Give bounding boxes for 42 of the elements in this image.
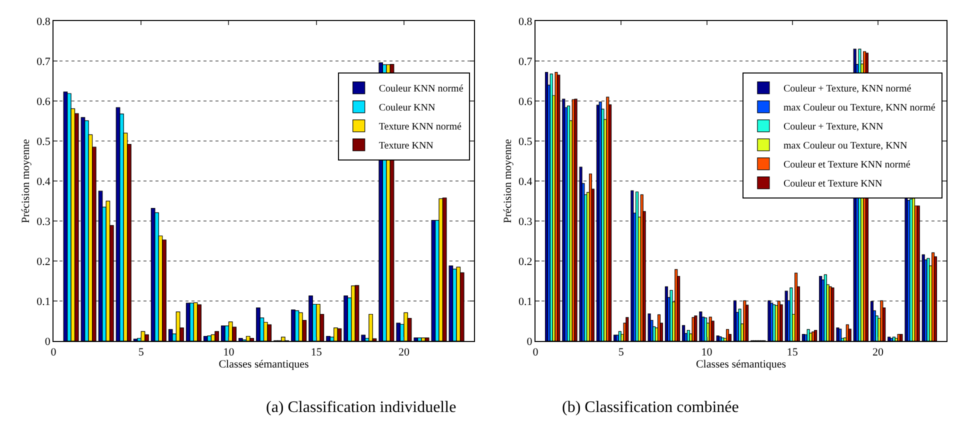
x-tick-label: 20 [398,346,410,358]
y-tick-label: 0 [526,336,533,348]
text: (a) Classification individuelle [266,399,456,416]
x-tick-label: 10 [223,346,235,358]
y-tick-label: 0.7 [36,56,51,68]
legend-label: Texture KNN normé [378,122,462,133]
text: (b) Classification combinée [562,399,739,416]
y-tick-label: 0 [44,336,51,348]
x-axis-title: Classes sémantiques [696,358,786,370]
legend-label: Couleur et Texture KNN normé [783,160,911,171]
x-tick-label: 20 [872,346,884,358]
x-tick-label: 10 [701,346,713,358]
legend-label: Couleur et Texture KNN [783,178,882,190]
legend-label: Couleur KNN [378,102,436,114]
y-tick-label: 0.2 [36,256,50,268]
legend-label: Couleur + Texture, KNN normé [783,84,912,95]
y-tick-label: 0.1 [36,296,50,308]
x-tick-label: 15 [786,346,798,358]
legend-label: Couleur KNN normé [378,84,464,95]
y-tick-label: 0.5 [518,136,533,148]
legend-label: max Couleur ou Texture, KNN [783,140,908,152]
y-tick-label: 0.3 [518,216,533,228]
legend-label: max Couleur ou Texture, KNN normé [783,102,936,114]
y-tick-label: 0.7 [518,56,533,68]
y-tick-label: 0.6 [518,96,533,108]
y-tick-label: 0.6 [36,96,51,108]
y-tick-label: 0.8 [36,16,51,28]
y-tick-label: 0.8 [518,16,533,28]
y-tick-label: 0.4 [518,176,533,188]
y-tick-label: 0.5 [36,136,51,148]
x-tick-label: 15 [310,346,322,358]
y-axis-title: Précision moyenne [20,138,32,224]
y-tick-label: 0.4 [36,176,51,188]
x-tick-label: 5 [618,346,624,358]
y-tick-label: 0.1 [518,296,532,308]
legend-label: Texture KNN [378,140,434,152]
x-axis-title: Classes sémantiques [218,358,309,370]
x-tick-label: 5 [138,346,144,358]
y-tick-label: 0.3 [36,216,51,228]
y-tick-label: 0.2 [518,256,532,268]
legend-label: Couleur + Texture, KNN [783,122,884,133]
y-axis-title: Précision moyenne [502,138,514,224]
